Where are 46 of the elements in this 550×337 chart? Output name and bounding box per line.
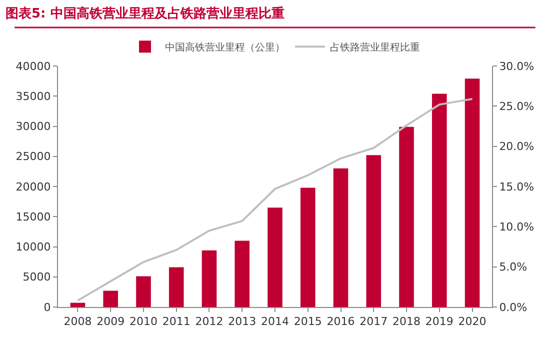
x-tick-label: 2011 xyxy=(162,315,190,328)
bar xyxy=(300,188,316,307)
y2-tick-label: 0.0% xyxy=(499,300,528,314)
x-tick-label: 2013 xyxy=(228,315,256,328)
x-tick-label: 2014 xyxy=(261,315,289,328)
chart-title: 图表5: 中国高铁营业里程及占铁路营业里程比重 xyxy=(6,6,284,22)
bar xyxy=(70,302,86,307)
y2-tick-label: 5.0% xyxy=(499,260,528,274)
bar xyxy=(399,126,414,307)
x-tick-label: 2010 xyxy=(129,315,158,328)
x-tick-label: 2012 xyxy=(195,315,224,328)
bar xyxy=(103,290,118,307)
y-tick-label: 15000 xyxy=(16,210,51,224)
x-tick-label: 2019 xyxy=(425,315,454,328)
x-tick-label: 2020 xyxy=(458,315,486,328)
y-tick-label: 30000 xyxy=(16,120,51,134)
y2-tick-label: 20.0% xyxy=(499,140,534,154)
legend-label: 占铁路营业里程比重 xyxy=(330,42,420,54)
bar xyxy=(464,78,480,307)
y-tick-label: 10000 xyxy=(16,240,51,254)
y2-tick-label: 15.0% xyxy=(499,180,534,194)
bar xyxy=(432,94,447,307)
y-tick-label: 25000 xyxy=(16,150,51,164)
bar xyxy=(202,250,217,307)
x-tick-label: 2017 xyxy=(360,315,388,328)
bar xyxy=(366,155,382,307)
y-tick-label: 40000 xyxy=(16,60,51,73)
y2-tick-label: 10.0% xyxy=(499,220,534,234)
y-tick-label: 20000 xyxy=(16,180,51,194)
legend-label: 中国高铁营业里程（公里） xyxy=(165,42,285,54)
y2-tick-label: 25.0% xyxy=(499,100,534,114)
x-tick-label: 2015 xyxy=(294,315,322,328)
y-tick-label: 35000 xyxy=(16,90,51,103)
x-tick-label: 2009 xyxy=(96,315,125,328)
y-tick-label: 0 xyxy=(44,300,51,314)
bar xyxy=(333,168,348,307)
y-tick-label: 5000 xyxy=(22,270,51,284)
y2-tick-label: 30.0% xyxy=(499,60,534,73)
x-tick-label: 2008 xyxy=(64,315,92,328)
bar xyxy=(234,240,250,307)
line-series xyxy=(76,98,474,302)
x-tick-label: 2018 xyxy=(392,315,421,328)
bar xyxy=(136,276,151,307)
x-tick-label: 2016 xyxy=(326,315,355,328)
bar xyxy=(268,208,282,307)
bar xyxy=(168,267,184,307)
